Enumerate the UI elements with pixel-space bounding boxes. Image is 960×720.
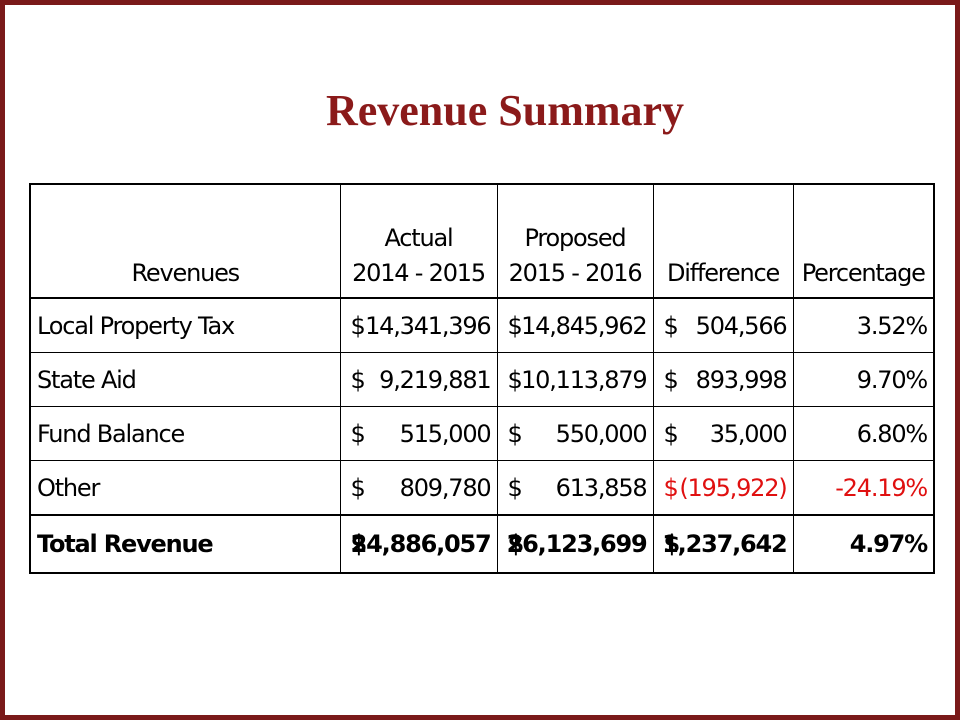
total-percentage-value: 4.97% <box>792 514 935 574</box>
slide-title: Revenue Summary <box>325 86 685 135</box>
currency-symbol: $ <box>507 311 523 340</box>
proposed-value: 550,000 <box>555 419 648 448</box>
header-percentage-label: Percentage <box>801 259 926 288</box>
currency-symbol: $ <box>663 311 679 340</box>
proposed-value: 14,845,962 <box>521 311 648 340</box>
currency-symbol: $ <box>507 530 525 558</box>
actual-value: 14,341,396 <box>365 311 492 340</box>
currency-symbol: $ <box>507 365 523 394</box>
currency-symbol: $ <box>350 365 366 394</box>
total-difference-cell: $1,237,642 <box>652 514 794 574</box>
proposed-cell: $550,000 <box>496 406 654 461</box>
total-proposed-value: 26,123,699 <box>506 530 648 558</box>
table-row: Fund Balance $515,000 $550,000 $35,000 6… <box>29 406 935 461</box>
currency-symbol: $ <box>507 419 523 448</box>
currency-symbol: $ <box>350 473 366 502</box>
header-proposed-line2: 2015 - 2016 <box>508 259 643 288</box>
header-revenues-label: Revenues <box>131 259 241 288</box>
percentage-value: 9.70% <box>792 352 935 407</box>
actual-value: 515,000 <box>399 419 492 448</box>
difference-cell: $35,000 <box>652 406 794 461</box>
currency-symbol: $ <box>663 473 679 502</box>
table-row: Other $809,780 $613,858 $ (195,922) -24.1… <box>29 460 935 516</box>
actual-value: 9,219,881 <box>379 365 492 394</box>
currency-symbol: $ <box>507 473 523 502</box>
table-row: State Aid $9,219,881 $10,113,879 $893,99… <box>29 352 935 407</box>
percentage-value: -24.19% <box>792 460 935 516</box>
header-row: Revenues Actual 2014 - 2015 Proposed 201… <box>29 183 935 299</box>
currency-symbol: $ <box>350 419 366 448</box>
difference-cell: $504,566 <box>652 297 794 353</box>
header-revenues: Revenues <box>29 183 341 299</box>
header-actual-line2: 2014 - 2015 <box>352 259 486 288</box>
header-difference: Difference <box>652 183 794 299</box>
total-actual-cell: $24,886,057 <box>339 514 498 574</box>
row-label: Fund Balance <box>29 406 341 461</box>
proposed-cell: $613,858 <box>496 460 654 516</box>
difference-value: 504,566 <box>695 311 788 340</box>
currency-symbol: $ <box>350 311 366 340</box>
total-actual-value: 24,886,057 <box>350 530 492 558</box>
difference-value: 893,998 <box>695 365 788 394</box>
header-difference-label: Difference <box>666 259 780 288</box>
header-proposed: Proposed 2015 - 2016 <box>496 183 654 299</box>
actual-value: 809,780 <box>399 473 492 502</box>
actual-cell: $14,341,396 <box>339 297 498 353</box>
actual-cell: $9,219,881 <box>339 352 498 407</box>
actual-cell: $515,000 <box>339 406 498 461</box>
proposed-cell: $14,845,962 <box>496 297 654 353</box>
proposed-value: 613,858 <box>555 473 648 502</box>
difference-value: (195,922) <box>679 473 787 502</box>
total-label: Total Revenue <box>29 514 341 574</box>
currency-symbol: $ <box>663 530 681 558</box>
percentage-value: 6.80% <box>792 406 935 461</box>
header-actual-line1: Actual <box>384 224 454 253</box>
currency-symbol: $ <box>350 530 368 558</box>
difference-cell: $893,998 <box>652 352 794 407</box>
row-label: Local Property Tax <box>29 297 341 353</box>
header-percentage: Percentage <box>792 183 935 299</box>
revenue-table: Revenues Actual 2014 - 2015 Proposed 201… <box>29 183 935 574</box>
proposed-value: 10,113,879 <box>521 365 648 394</box>
currency-symbol: $ <box>663 365 679 394</box>
row-label: Other <box>29 460 341 516</box>
table-row: Local Property Tax $14,341,396 $14,845,9… <box>29 297 935 353</box>
total-difference-value: 1,237,642 <box>662 530 788 558</box>
row-label: State Aid <box>29 352 341 407</box>
proposed-cell: $10,113,879 <box>496 352 654 407</box>
difference-cell: $ (195,922) <box>652 460 794 516</box>
percentage-value: 3.52% <box>792 297 935 353</box>
header-actual: Actual 2014 - 2015 <box>339 183 498 299</box>
actual-cell: $809,780 <box>339 460 498 516</box>
total-proposed-cell: $26,123,699 <box>496 514 654 574</box>
revenue-table-container: Revenues Actual 2014 - 2015 Proposed 201… <box>29 183 935 574</box>
total-row: Total Revenue $24,886,057 $26,123,699 $1… <box>29 514 935 574</box>
header-proposed-line1: Proposed <box>524 224 627 253</box>
difference-value: 35,000 <box>709 419 788 448</box>
currency-symbol: $ <box>663 419 679 448</box>
